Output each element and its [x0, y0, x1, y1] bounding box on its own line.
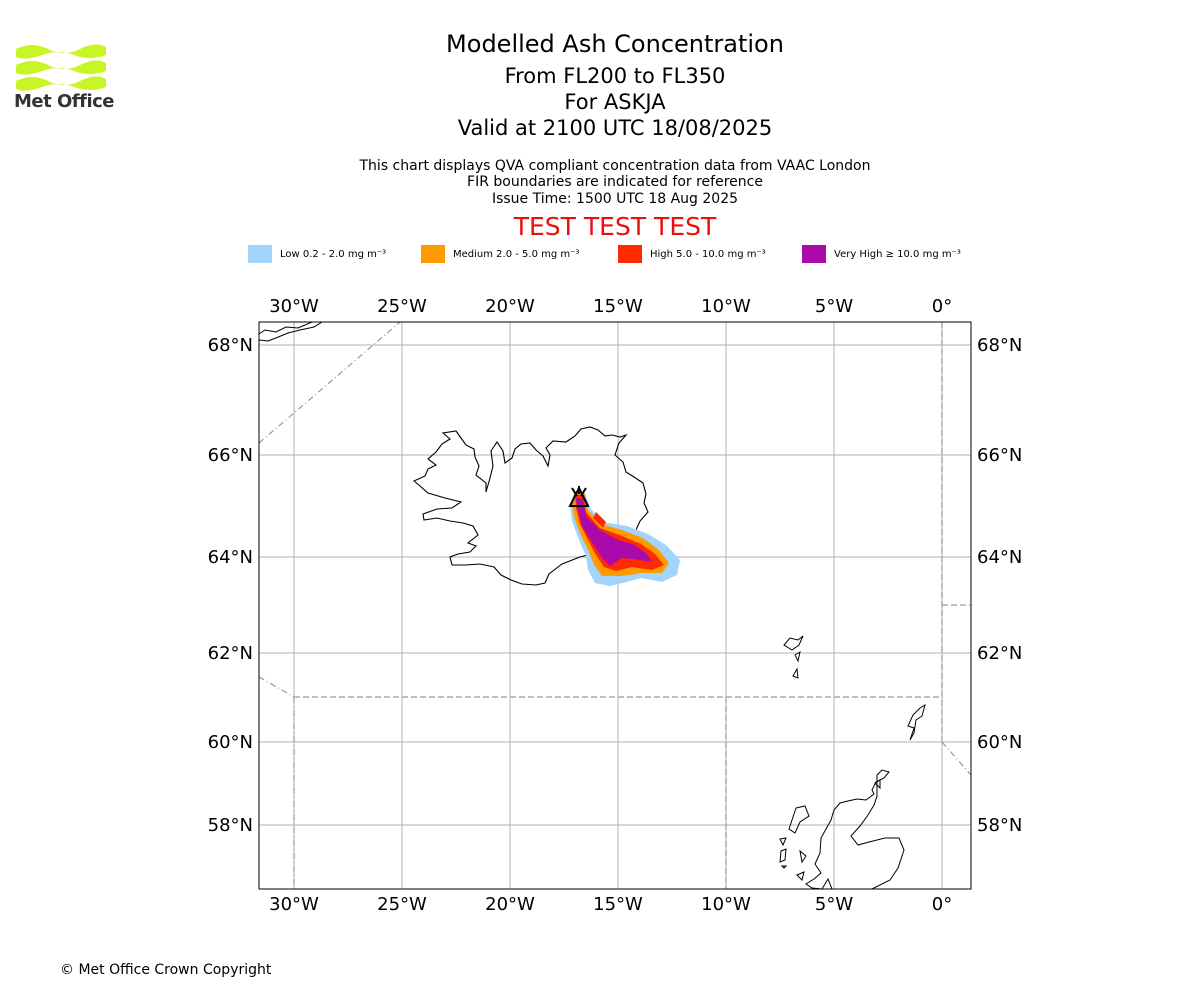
info-line-qva: This chart displays QVA compliant concen… — [359, 158, 871, 174]
shetland-islands — [907, 703, 926, 741]
lat-tick-right-3: 62°N — [977, 643, 1022, 664]
tick-labels: 30°W 30°W 25°W 25°W 20°W 20°W 15°W 15°W 10°W 10°W… — [208, 296, 1023, 915]
legend-swatch-very-high — [802, 245, 826, 263]
legend-swatch-high — [618, 245, 642, 263]
legend-label-very-high: Very High ≥ 10.0 mg m⁻³ — [834, 248, 961, 260]
plume-very-high — [576, 498, 652, 566]
lon-tick-top-6: 0° — [932, 296, 952, 317]
test-banner: TEST TEST TEST — [513, 212, 717, 241]
lon-tick-top-1: 25°W — [377, 296, 427, 317]
volcano-name: For ASKJA — [564, 90, 666, 114]
faroe-islands — [783, 635, 804, 679]
fir-boundaries-dashed — [294, 322, 971, 889]
lon-tick-top-4: 10°W — [701, 296, 751, 317]
lon-tick-top-5: 5°W — [815, 296, 853, 317]
met-office-logo-icon — [16, 44, 106, 91]
lon-tick-bottom-2: 20°W — [485, 894, 535, 915]
lat-tick-left-2: 64°N — [208, 547, 253, 568]
legend-item-low: Low 0.2 - 2.0 mg m⁻³ — [248, 244, 386, 264]
plume-lighter-core — [593, 512, 606, 528]
lat-tick-left-0: 68°N — [208, 335, 253, 356]
issue-time: Issue Time: 1500 UTC 18 Aug 2025 — [491, 191, 739, 207]
ash-plume — [570, 493, 680, 586]
info-line-fir: FIR boundaries are indicated for referen… — [467, 174, 763, 190]
lat-tick-left-3: 62°N — [208, 643, 253, 664]
legend-item-medium: Medium 2.0 - 5.0 mg m⁻³ — [421, 244, 579, 264]
legend-label-medium: Medium 2.0 - 5.0 mg m⁻³ — [453, 248, 580, 260]
map-frame — [258, 321, 972, 890]
lon-tick-bottom-0: 30°W — [269, 894, 319, 915]
lon-tick-bottom-6: 0° — [932, 894, 952, 915]
lat-tick-left-5: 58°N — [208, 815, 253, 836]
logo-text: Met Office — [14, 91, 115, 112]
lon-tick-bottom-1: 25°W — [377, 894, 427, 915]
lat-tick-right-2: 64°N — [977, 547, 1022, 568]
lat-tick-right-4: 60°N — [977, 732, 1022, 753]
lon-tick-top-3: 15°W — [593, 296, 643, 317]
valid-time: Valid at 2100 UTC 18/08/2025 — [457, 116, 773, 140]
lat-tick-right-0: 68°N — [977, 335, 1022, 356]
legend-swatch-low — [248, 245, 272, 263]
lat-tick-left-1: 66°N — [208, 445, 253, 466]
fir-boundaries — [258, 321, 972, 889]
legend-label-high: High 5.0 - 10.0 mg m⁻³ — [650, 248, 766, 260]
lat-tick-right-1: 66°N — [977, 445, 1022, 466]
lon-tick-bottom-5: 5°W — [815, 894, 853, 915]
legend-swatch-medium — [421, 245, 445, 263]
legend-label-low: Low 0.2 - 2.0 mg m⁻³ — [280, 248, 387, 260]
scotland-coastline — [779, 769, 905, 890]
chart-title: Modelled Ash Concentration — [446, 30, 784, 58]
lon-tick-top-0: 30°W — [269, 296, 319, 317]
lat-tick-right-5: 58°N — [977, 815, 1022, 836]
volcano-triangle-icon — [568, 485, 590, 507]
lon-tick-bottom-4: 10°W — [701, 894, 751, 915]
graticule — [259, 322, 971, 889]
lon-tick-top-2: 20°W — [485, 296, 535, 317]
flight-levels: From FL200 to FL350 — [504, 64, 726, 88]
legend-item-very-high: Very High ≥ 10.0 mg m⁻³ — [802, 244, 961, 264]
greenland-coastline — [258, 321, 324, 342]
lon-tick-bottom-3: 15°W — [593, 894, 643, 915]
legend-item-high: High 5.0 - 10.0 mg m⁻³ — [618, 244, 766, 264]
lat-tick-left-4: 60°N — [208, 732, 253, 753]
copyright-notice: © Met Office Crown Copyright — [60, 962, 272, 978]
